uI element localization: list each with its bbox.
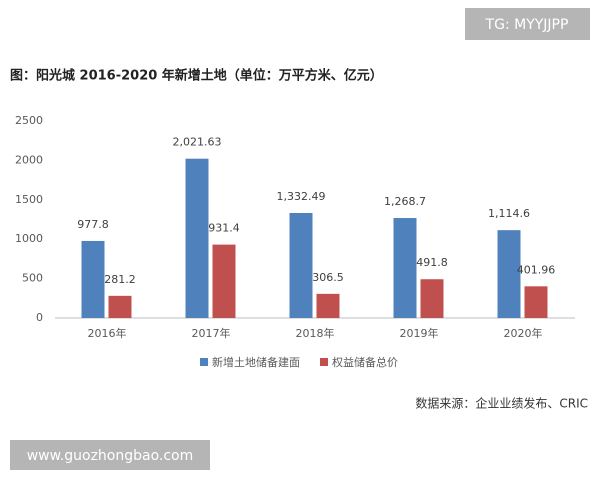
y-tick-label: 1500 <box>15 193 43 206</box>
chart-title: 图：阳光城 2016-2020 年新增土地（单位：万平方米、亿元） <box>10 68 383 84</box>
data-label: 1,332.49 <box>277 190 326 203</box>
bar <box>497 230 521 318</box>
y-tick-label: 500 <box>22 272 43 285</box>
data-label: 1,268.7 <box>384 195 426 208</box>
bar <box>81 240 105 318</box>
bar <box>289 212 313 318</box>
y-tick-label: 0 <box>36 311 43 324</box>
y-tick-label: 1000 <box>15 232 43 245</box>
source-note: 数据来源：企业业绩发布、CRIC <box>415 396 588 411</box>
legend-swatch <box>320 358 328 366</box>
data-label: 401.96 <box>517 263 556 276</box>
watermark: TG: MYYJJPP <box>485 17 569 33</box>
data-label: 931.4 <box>208 222 240 235</box>
bar <box>108 295 132 318</box>
y-tick-label: 2500 <box>15 114 43 127</box>
data-label: 1,114.6 <box>488 207 530 220</box>
legend-swatch <box>200 358 208 366</box>
data-label: 491.8 <box>416 256 448 269</box>
x-tick-label: 2016年 <box>88 326 127 340</box>
bar <box>393 218 417 318</box>
bar <box>316 293 340 318</box>
watermark: www.guozhongbao.com <box>27 448 194 464</box>
bar <box>212 244 236 318</box>
x-tick-label: 2018年 <box>296 326 335 340</box>
x-tick-label: 2019年 <box>400 326 439 340</box>
data-label: 977.8 <box>77 218 109 231</box>
bar <box>524 286 548 318</box>
watermark-box <box>465 8 590 40</box>
x-tick-label: 2020年 <box>504 326 543 340</box>
bar <box>420 279 444 318</box>
y-tick-label: 2000 <box>15 153 43 166</box>
data-label: 281.2 <box>104 273 136 286</box>
bar <box>185 158 209 318</box>
data-label: 306.5 <box>312 271 344 284</box>
watermark-box <box>10 440 210 470</box>
data-label: 2,021.63 <box>173 136 222 149</box>
legend-label: 新增土地储备建面 <box>212 355 300 369</box>
x-tick-label: 2017年 <box>192 326 231 340</box>
legend-label: 权益储备总价 <box>332 355 398 369</box>
